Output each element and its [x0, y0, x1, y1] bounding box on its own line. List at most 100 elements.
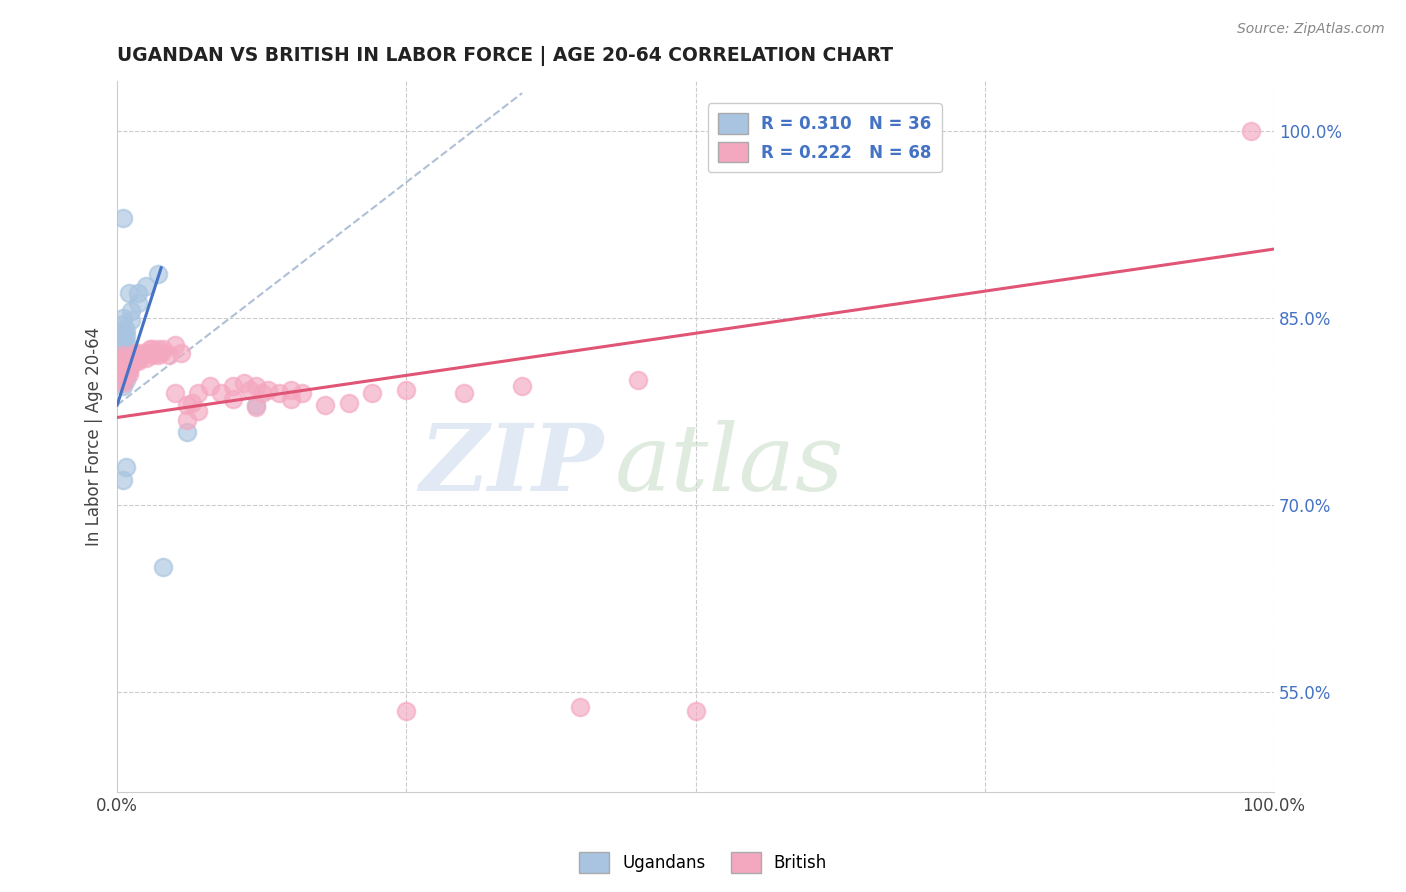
- Point: [111, 363, 134, 377]
- Point: [138, 342, 160, 356]
- Point: [111, 360, 134, 375]
- Point: [111, 376, 134, 390]
- Point: [129, 351, 152, 365]
- Point: [111, 345, 134, 359]
- Point: [245, 398, 267, 412]
- Point: [111, 310, 134, 325]
- Point: [143, 345, 166, 359]
- Point: [146, 267, 169, 281]
- Point: [135, 351, 157, 365]
- Point: [111, 360, 134, 375]
- Point: [141, 342, 163, 356]
- Point: [245, 401, 267, 415]
- Point: [111, 317, 134, 331]
- Point: [120, 313, 142, 327]
- Point: [120, 354, 142, 368]
- Point: [222, 379, 245, 393]
- Point: [163, 385, 186, 400]
- Point: [111, 367, 134, 381]
- Point: [111, 348, 134, 362]
- Point: [239, 383, 262, 397]
- Point: [280, 383, 302, 397]
- Point: [157, 348, 180, 362]
- Point: [111, 348, 134, 362]
- Point: [111, 379, 134, 393]
- Point: [291, 385, 314, 400]
- Point: [118, 367, 141, 381]
- Point: [115, 367, 138, 381]
- Point: [115, 358, 138, 372]
- Point: [111, 354, 134, 368]
- Y-axis label: In Labor Force | Age 20-64: In Labor Force | Age 20-64: [86, 326, 103, 546]
- Point: [118, 285, 141, 300]
- Point: [115, 329, 138, 343]
- Point: [115, 373, 138, 387]
- Point: [395, 383, 418, 397]
- Point: [150, 345, 173, 359]
- Point: [118, 363, 141, 377]
- Point: [181, 395, 204, 409]
- Point: [568, 699, 591, 714]
- Point: [111, 354, 134, 368]
- Point: [198, 379, 221, 393]
- Point: [111, 342, 134, 356]
- Point: [176, 398, 198, 412]
- Point: [111, 358, 134, 372]
- Point: [115, 354, 138, 368]
- Point: [124, 345, 146, 359]
- Point: [141, 348, 163, 362]
- Point: [146, 348, 169, 362]
- Point: [111, 473, 134, 487]
- Point: [146, 342, 169, 356]
- Point: [129, 345, 152, 359]
- Point: [111, 351, 134, 365]
- Point: [222, 392, 245, 406]
- Point: [118, 354, 141, 368]
- Point: [127, 295, 149, 310]
- Point: [209, 385, 232, 400]
- Point: [118, 360, 141, 375]
- Text: ZIP: ZIP: [419, 419, 603, 509]
- Text: Source: ZipAtlas.com: Source: ZipAtlas.com: [1237, 22, 1385, 37]
- Point: [163, 338, 186, 352]
- Point: [176, 413, 198, 427]
- Point: [111, 358, 134, 372]
- Point: [111, 329, 134, 343]
- Point: [111, 373, 134, 387]
- Point: [360, 385, 382, 400]
- Legend: R = 0.310   N = 36, R = 0.222   N = 68: R = 0.310 N = 36, R = 0.222 N = 68: [709, 103, 942, 172]
- Point: [152, 342, 174, 356]
- Point: [111, 335, 134, 350]
- Point: [685, 704, 707, 718]
- Point: [124, 354, 146, 368]
- Point: [245, 379, 267, 393]
- Point: [314, 398, 336, 412]
- Point: [280, 392, 302, 406]
- Point: [115, 460, 138, 475]
- Point: [111, 326, 134, 340]
- Point: [453, 385, 475, 400]
- Point: [118, 358, 141, 372]
- Point: [187, 385, 209, 400]
- Point: [337, 395, 360, 409]
- Point: [1240, 123, 1263, 137]
- Point: [269, 385, 291, 400]
- Point: [111, 351, 134, 365]
- Point: [135, 345, 157, 359]
- Point: [111, 211, 134, 225]
- Text: UGANDAN VS BRITISH IN LABOR FORCE | AGE 20-64 CORRELATION CHART: UGANDAN VS BRITISH IN LABOR FORCE | AGE …: [117, 46, 893, 66]
- Point: [127, 348, 149, 362]
- Point: [233, 376, 256, 390]
- Point: [510, 379, 533, 393]
- Point: [627, 373, 650, 387]
- Point: [127, 285, 149, 300]
- Point: [256, 383, 278, 397]
- Point: [120, 304, 142, 318]
- Point: [115, 323, 138, 337]
- Point: [111, 363, 134, 377]
- Point: [120, 351, 142, 365]
- Point: [124, 351, 146, 365]
- Point: [395, 704, 418, 718]
- Point: [131, 348, 153, 362]
- Point: [250, 385, 273, 400]
